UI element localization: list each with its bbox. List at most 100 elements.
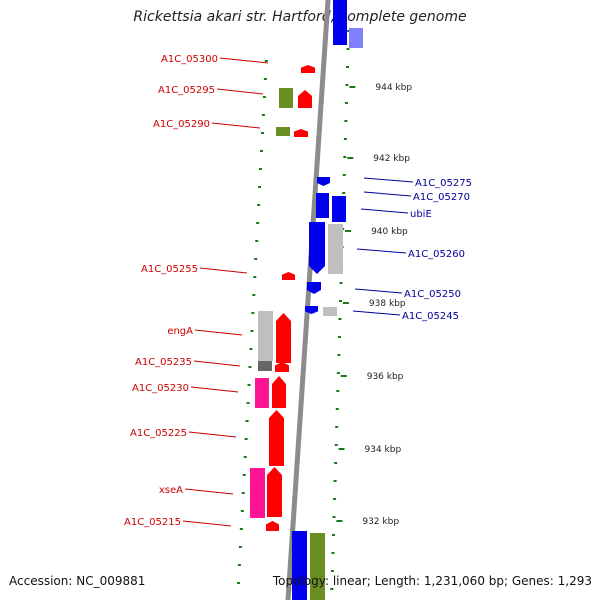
right-track-tick	[331, 552, 335, 554]
scale-tick	[349, 86, 356, 88]
left-track-tick	[253, 276, 257, 278]
right-track-tick	[346, 66, 350, 68]
right-track-tick	[343, 156, 347, 158]
genome-summary-text: Topology: linear; Length: 1,231,060 bp; …	[272, 574, 592, 588]
left-track-tick	[249, 348, 253, 350]
gene-grey-05260	[328, 224, 343, 274]
gene-a1c-05300	[301, 65, 315, 73]
right-track-tick	[335, 408, 339, 410]
left-track-tick	[237, 564, 241, 566]
scale-tick	[340, 375, 347, 377]
right-label-3: A1C_05260	[408, 249, 465, 260]
left-track-tick	[246, 402, 250, 404]
left-track-tick	[258, 186, 262, 188]
scale-label-934: 934 kbp	[365, 445, 402, 455]
gene-olive-05290	[276, 127, 290, 136]
gene-a1c-05230	[272, 376, 286, 408]
left-leader-1	[216, 88, 264, 95]
left-track-tick	[240, 510, 244, 512]
left-leader-5	[193, 360, 241, 367]
scale-label-932: 932 kbp	[362, 517, 399, 527]
left-label-5: A1C_05235	[135, 357, 192, 368]
right-track-tick	[330, 588, 334, 590]
gene-a1c-05260	[309, 222, 325, 274]
left-label-8: xseA	[159, 485, 183, 496]
gene-block-lavender	[349, 28, 363, 48]
scale-label-938: 938 kbp	[369, 299, 406, 309]
gene-engA	[276, 313, 291, 363]
left-track-tick	[251, 312, 255, 314]
left-leader-3	[199, 267, 248, 274]
right-track-tick	[345, 84, 349, 86]
left-track-tick	[244, 438, 248, 440]
right-label-5: A1C_05245	[402, 311, 459, 322]
right-label-0: A1C_05275	[415, 178, 472, 189]
right-track-tick	[331, 534, 335, 536]
left-track-tick	[261, 114, 265, 116]
left-track-tick	[245, 420, 249, 422]
left-leader-9	[182, 520, 232, 527]
right-track-tick	[334, 444, 338, 446]
right-label-2: ubiE	[410, 209, 432, 220]
scale-tick	[342, 302, 349, 304]
gene-block-blue	[333, 0, 347, 45]
right-track-tick	[342, 192, 346, 194]
gene-a1c-05245	[323, 307, 337, 316]
gene-a1c-05290	[294, 129, 308, 137]
left-label-7: A1C_05225	[130, 428, 187, 439]
right-track-tick	[337, 354, 341, 356]
scale-label-942: 942 kbp	[373, 154, 410, 164]
left-label-1: A1C_05295	[158, 85, 215, 96]
right-leader-4	[354, 288, 403, 294]
left-track-tick	[263, 78, 267, 80]
left-label-2: A1C_05290	[153, 119, 210, 130]
right-leader-0	[363, 177, 414, 183]
right-track-tick	[330, 570, 334, 572]
right-label-4: A1C_05250	[404, 289, 461, 300]
scale-label-936: 936 kbp	[367, 372, 404, 382]
accession-text: Accession: NC_009881	[9, 574, 146, 588]
right-track-tick	[333, 498, 337, 500]
left-leader-7	[188, 431, 237, 438]
gene-olive-05295	[279, 88, 293, 108]
right-track-tick	[339, 300, 342, 302]
gene-block-olive-bottom	[310, 533, 325, 600]
left-leader-4	[194, 329, 243, 336]
genome-backbone	[285, 0, 331, 600]
right-track-tick	[337, 336, 341, 338]
right-track-tick	[335, 426, 339, 428]
right-track-tick	[339, 282, 343, 284]
right-track-tick	[343, 138, 347, 140]
left-track-tick	[254, 258, 258, 260]
left-track-tick	[260, 132, 264, 134]
left-track-tick	[256, 222, 260, 224]
right-track-tick	[338, 318, 342, 320]
left-track-tick	[255, 240, 259, 242]
left-track-tick	[247, 384, 251, 386]
left-track-tick	[259, 168, 263, 170]
right-track-tick	[336, 390, 340, 392]
left-track-tick	[238, 546, 242, 548]
right-track-tick	[346, 48, 350, 50]
left-label-3: A1C_05255	[141, 264, 198, 275]
right-track-tick	[333, 480, 337, 482]
right-track-tick	[332, 516, 336, 518]
right-leader-5	[352, 310, 401, 316]
left-track-tick	[262, 96, 266, 98]
gene-a1c-05270	[316, 193, 329, 218]
map-title: Rickettsia akari str. Hartford, complete…	[133, 9, 467, 25]
left-label-6: A1C_05230	[132, 383, 189, 394]
gene-a1c-05245a	[305, 306, 318, 314]
gene-a1c-05225	[269, 410, 284, 466]
left-track-tick	[252, 294, 256, 296]
right-track-tick	[344, 102, 348, 104]
left-track-tick	[248, 366, 252, 368]
gene-ubiE	[332, 196, 346, 222]
gene-pink-05230	[255, 378, 269, 408]
scale-tick	[347, 157, 354, 159]
right-track-tick	[342, 174, 346, 176]
gene-block-blue-bottom	[292, 531, 307, 600]
right-track-tick	[336, 372, 340, 374]
left-track-tick	[239, 528, 243, 530]
